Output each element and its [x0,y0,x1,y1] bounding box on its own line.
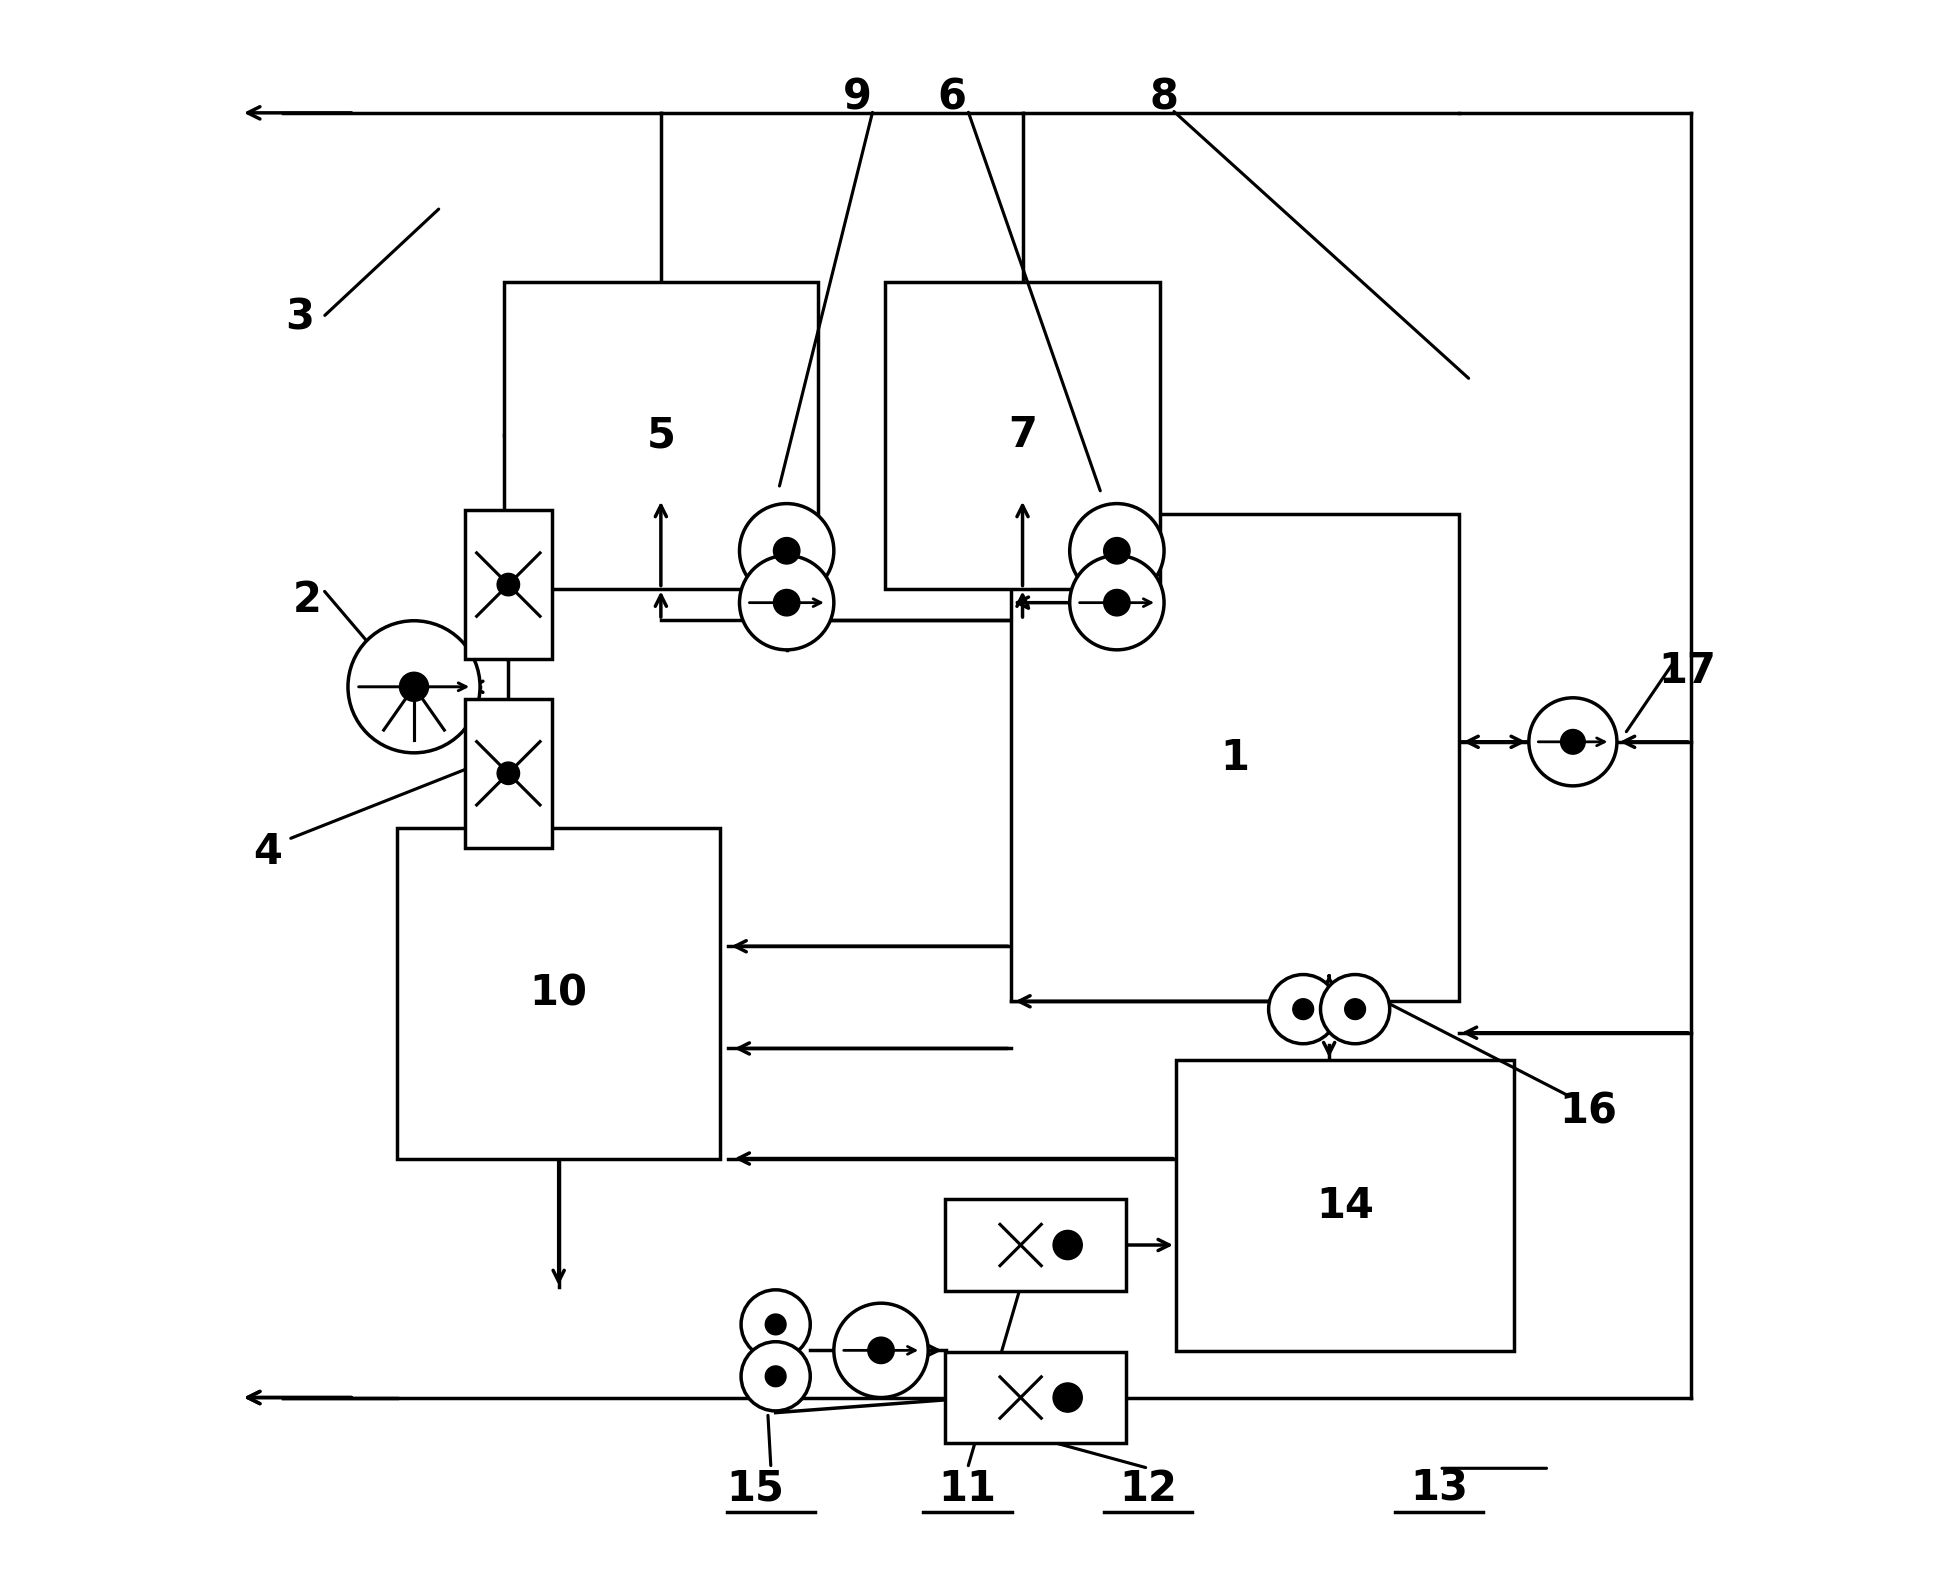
Text: 17: 17 [1658,650,1716,693]
Circle shape [1529,697,1618,786]
Bar [397,828,720,1158]
Bar [1176,1060,1513,1351]
Circle shape [1053,1382,1082,1412]
Circle shape [867,1337,894,1363]
Text: 15: 15 [726,1468,784,1510]
Text: 1: 1 [1221,737,1250,778]
Circle shape [1293,999,1314,1019]
Text: 5: 5 [646,413,675,456]
Circle shape [834,1303,929,1398]
Circle shape [1269,975,1337,1043]
Bar [1010,514,1459,1002]
Circle shape [1070,555,1165,650]
Text: 10: 10 [530,972,588,1015]
Circle shape [348,620,480,753]
Circle shape [399,672,428,701]
Circle shape [497,762,521,784]
Circle shape [1070,503,1165,598]
Circle shape [497,573,521,596]
Text: 11: 11 [938,1468,997,1510]
Circle shape [1103,538,1130,563]
Bar [944,1199,1126,1291]
Text: 13: 13 [1411,1468,1469,1510]
Circle shape [764,1314,786,1335]
Text: 3: 3 [284,297,313,338]
Circle shape [1053,1231,1082,1259]
Circle shape [741,1289,811,1359]
Circle shape [1560,729,1585,754]
Bar [503,282,819,589]
Text: 8: 8 [1149,76,1178,118]
Circle shape [1320,975,1389,1043]
Circle shape [739,555,834,650]
Circle shape [1103,590,1130,615]
Text: 4: 4 [253,832,283,873]
Text: 12: 12 [1118,1468,1176,1510]
Circle shape [764,1367,786,1387]
Text: 16: 16 [1560,1090,1618,1133]
Circle shape [739,503,834,598]
Bar [464,699,551,847]
Text: 9: 9 [844,76,873,118]
Text: 6: 6 [937,76,966,118]
Text: 14: 14 [1316,1185,1374,1226]
Bar [464,510,551,660]
Circle shape [741,1341,811,1411]
Text: 2: 2 [292,579,321,622]
Bar [944,1352,1126,1444]
Circle shape [774,590,799,615]
Bar [884,282,1161,589]
Circle shape [1345,999,1366,1019]
Circle shape [774,538,799,563]
Text: 7: 7 [1008,413,1037,456]
